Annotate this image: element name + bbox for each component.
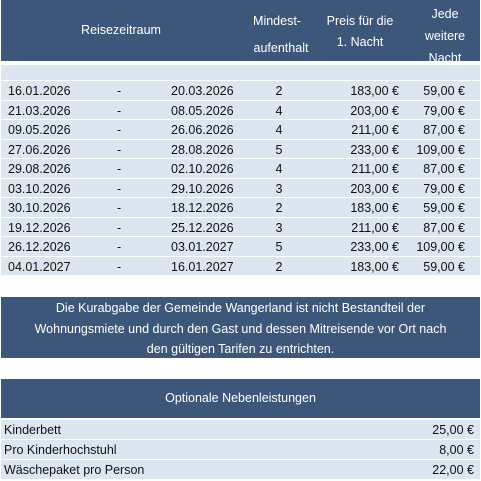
date-from: 26.12.2026 <box>8 240 71 254</box>
min-stay: 2 <box>275 259 283 274</box>
note-line1: Die Kurabgabe der Gemeinde Wangerland is… <box>55 301 426 315</box>
min-stay: 4 <box>275 162 283 176</box>
date-from: 19.12.2026 <box>8 220 71 235</box>
header-jede-line1: Jede <box>431 7 459 21</box>
table-row: 16.01.2026 - 20.03.2026 2 183,00 € 59,00 € <box>1 81 480 101</box>
price-first-night: 203,00 € <box>350 181 399 196</box>
price-table-header: Reisezeitraum Mindest- aufenthalt Preis … <box>1 0 480 65</box>
note-line2: Wohnungsmiete und durch den Gast und des… <box>34 321 447 336</box>
optional-service-row: Pro Kinderhochstuhl 8,00 € <box>1 440 480 460</box>
header-jede-line2: weitere <box>424 29 466 43</box>
optional-service-price: 22,00 € <box>432 463 474 477</box>
price-further-night: 59,00 € <box>423 84 465 98</box>
date-separator: - <box>117 142 122 157</box>
min-stay: 5 <box>275 240 283 254</box>
price-first-night: 211,00 € <box>351 162 399 176</box>
table-spacer-row <box>1 65 480 80</box>
table-row: 21.03.2026 - 08.05.2026 4 203,00 € 79,00 € <box>1 100 480 120</box>
price-first-night: 183,00 € <box>350 259 399 274</box>
price-further-night: 79,00 € <box>423 181 465 196</box>
date-separator: - <box>117 259 122 274</box>
table-row: 29.08.2026 - 02.10.2026 4 211,00 € 87,00 € <box>1 159 480 179</box>
date-from: 09.05.2026 <box>8 123 71 137</box>
date-to: 16.01.2027 <box>171 259 234 274</box>
date-to: 29.10.2026 <box>171 181 234 196</box>
header-preis-line1: Preis für die <box>326 14 394 28</box>
date-from: 30.10.2026 <box>8 201 71 215</box>
price-further-night: 109,00 € <box>416 142 465 157</box>
price-further-night: 59,00 € <box>423 259 465 274</box>
optional-service-label: Kinderbett <box>4 423 61 437</box>
price-first-night: 183,00 € <box>350 201 399 215</box>
price-first-night: 233,00 € <box>350 240 399 254</box>
date-to: 18.12.2026 <box>171 201 234 215</box>
price-first-night: 233,00 € <box>350 142 399 157</box>
optional-service-row: Wäschepaket pro Person 22,00 € <box>1 460 480 480</box>
table-row: 09.05.2026 - 26.06.2026 4 211,00 € 87,00 € <box>1 120 480 140</box>
note-line3: den gültigen Tarifen zu entrichten. <box>146 342 335 356</box>
table-row: 03.10.2026 - 29.10.2026 3 203,00 € 79,00 € <box>1 178 480 198</box>
date-to: 03.01.2027 <box>171 240 234 254</box>
price-table: 16.01.2026 - 20.03.2026 2 183,00 € 59,00 € 21.… <box>1 81 480 276</box>
optional-service-price: 8,00 € <box>439 443 474 457</box>
date-from: 27.06.2026 <box>8 142 71 157</box>
date-to: 26.06.2026 <box>171 123 234 137</box>
table-row: 30.10.2026 - 18.12.2026 2 183,00 € 59,00 € <box>1 198 480 218</box>
price-further-night: 79,00 € <box>423 103 465 118</box>
date-from: 03.10.2026 <box>8 181 71 196</box>
header-jede-line3: Nacht <box>428 51 462 65</box>
min-stay: 5 <box>275 142 283 157</box>
price-further-night: 87,00 € <box>423 162 465 176</box>
date-from: 16.01.2026 <box>8 84 71 98</box>
date-to: 08.05.2026 <box>171 103 234 118</box>
optional-services-title: Optionale Nebenleistungen <box>1 379 480 418</box>
date-separator: - <box>117 162 122 176</box>
date-from: 21.03.2026 <box>8 103 71 118</box>
min-stay: 3 <box>275 181 283 196</box>
date-from: 29.08.2026 <box>8 162 71 176</box>
header-mindest-line1: Mindest- <box>253 14 301 28</box>
date-separator: - <box>117 240 122 254</box>
table-row: 27.06.2026 - 28.08.2026 5 233,00 € 109,00 € <box>1 139 480 159</box>
min-stay: 3 <box>275 220 283 235</box>
table-row: 04.01.2027 - 16.01.2027 2 183,00 € 59,00 € <box>1 256 480 276</box>
optional-service-price: 25,00 € <box>432 423 474 437</box>
table-row: 26.12.2026 - 03.01.2027 5 233,00 € 109,00 € <box>1 237 480 257</box>
optional-services-list: Kinderbett 25,00 € Pro Kinderhochstuhl 8,00… <box>1 420 480 480</box>
header-jede-weitere-nacht: Jede weitere Nacht <box>411 0 479 69</box>
date-from: 04.01.2027 <box>8 259 71 274</box>
price-further-night: 87,00 € <box>423 123 465 137</box>
min-stay: 4 <box>275 103 283 118</box>
price-first-night: 203,00 € <box>350 103 399 118</box>
price-further-night: 109,00 € <box>416 240 465 254</box>
date-separator: - <box>117 181 122 196</box>
table-row: 19.12.2026 - 25.12.2026 3 211,00 € 87,00 € <box>1 217 480 237</box>
price-first-night: 183,00 € <box>350 84 399 98</box>
date-to: 20.03.2026 <box>171 84 234 98</box>
price-first-night: 211,00 € <box>351 220 399 235</box>
min-stay: 2 <box>275 84 283 98</box>
date-separator: - <box>117 220 122 235</box>
header-preis-line2: 1. Nacht <box>336 35 384 49</box>
header-reisezeitraum: Reisezeitraum <box>81 23 161 37</box>
optional-service-row: Kinderbett 25,00 € <box>1 420 480 440</box>
price-further-night: 87,00 € <box>423 220 465 235</box>
min-stay: 2 <box>275 201 283 215</box>
price-further-night: 59,00 € <box>423 201 465 215</box>
date-to: 02.10.2026 <box>171 162 234 176</box>
date-to: 28.08.2026 <box>171 142 234 157</box>
date-separator: - <box>117 103 122 118</box>
date-separator: - <box>117 123 122 137</box>
optional-service-label: Pro Kinderhochstuhl <box>4 443 117 457</box>
date-separator: - <box>117 84 122 98</box>
price-first-night: 211,00 € <box>351 123 399 137</box>
optional-service-label: Wäschepaket pro Person <box>4 463 145 477</box>
header-mindest-line2: aufenthalt <box>253 41 309 55</box>
date-to: 25.12.2026 <box>171 220 234 235</box>
min-stay: 4 <box>275 123 283 137</box>
kurabgabe-note: Die Kurabgabe der Gemeinde Wangerland is… <box>1 297 480 358</box>
date-separator: - <box>117 201 122 215</box>
